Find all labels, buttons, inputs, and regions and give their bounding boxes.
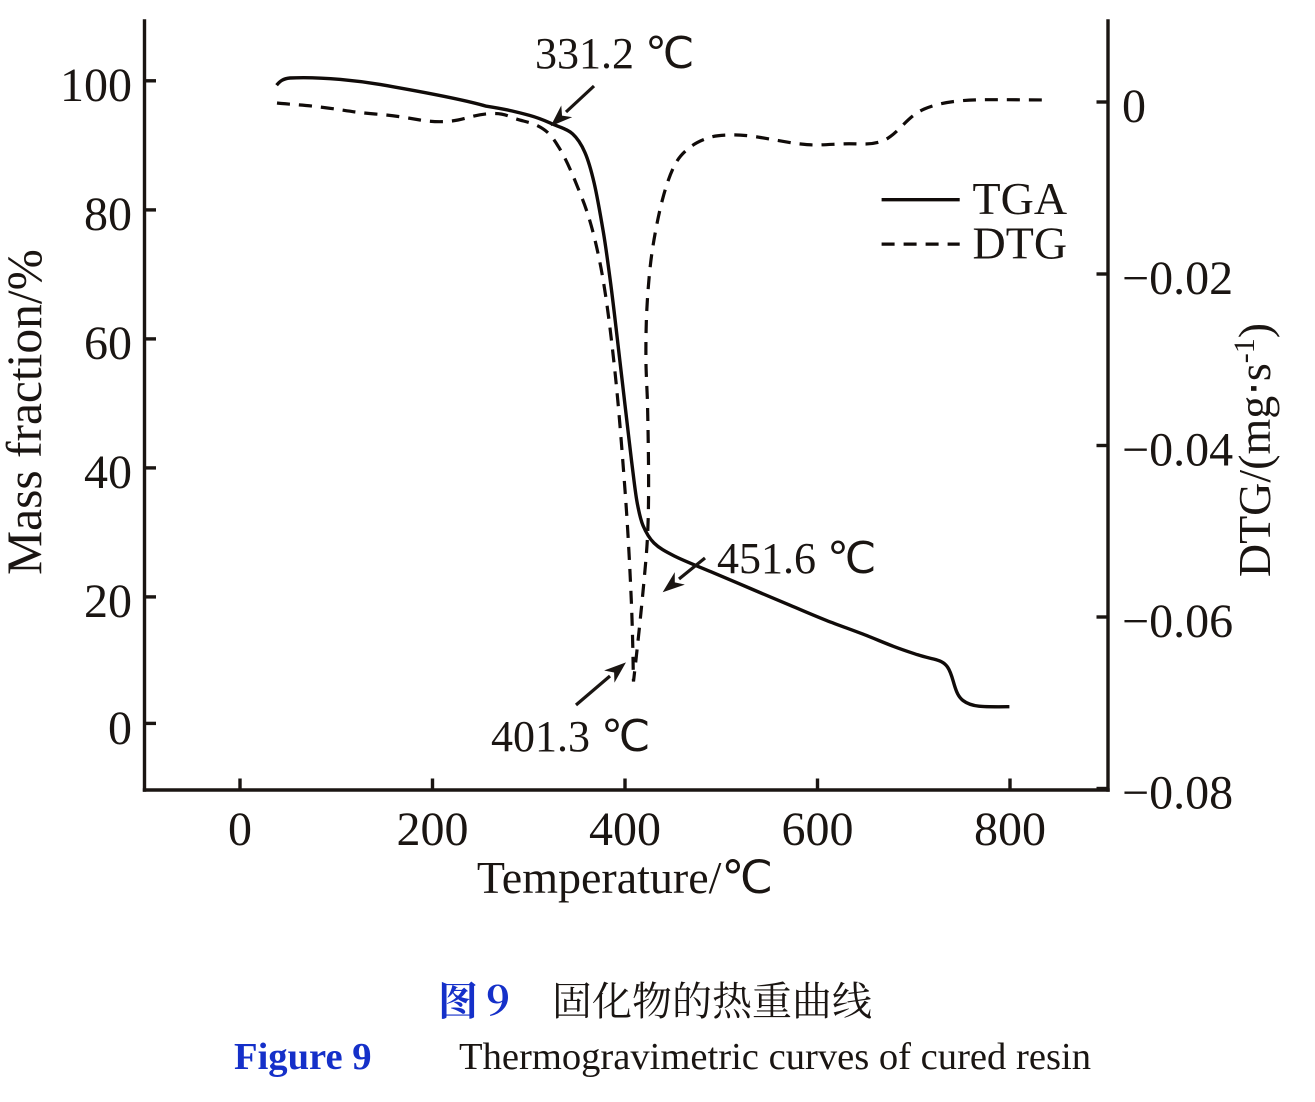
svg-text:固化物的热重曲线: 固化物的热重曲线 — [552, 970, 872, 1027]
svg-text:−0.02: −0.02 — [1122, 252, 1233, 305]
svg-text:80: 80 — [84, 188, 132, 241]
svg-text:401.3 ℃: 401.3 ℃ — [491, 712, 650, 761]
svg-text:−0.06: −0.06 — [1122, 595, 1233, 648]
svg-text:DTG: DTG — [973, 218, 1068, 269]
svg-text:60: 60 — [84, 317, 132, 370]
svg-text:20: 20 — [84, 575, 132, 628]
svg-text:0: 0 — [108, 702, 132, 755]
svg-text:200: 200 — [397, 803, 469, 856]
svg-text:Mass fraction/%: Mass fraction/% — [0, 249, 52, 575]
svg-text:图9: 图9 — [438, 970, 510, 1027]
svg-text:400: 400 — [589, 803, 661, 856]
svg-text:Figure 9: Figure 9 — [234, 1036, 372, 1078]
svg-text:451.6 ℃: 451.6 ℃ — [717, 534, 876, 583]
svg-text:0: 0 — [1122, 80, 1146, 133]
svg-text:40: 40 — [84, 446, 132, 499]
svg-text:TGA: TGA — [973, 173, 1068, 224]
svg-text:800: 800 — [974, 803, 1046, 856]
svg-text:Temperature/℃: Temperature/℃ — [477, 852, 773, 903]
svg-text:Thermogravimetric curves of cu: Thermogravimetric curves of cured resin — [459, 1036, 1091, 1078]
svg-text:0: 0 — [228, 803, 252, 856]
svg-text:−0.08: −0.08 — [1122, 767, 1233, 820]
svg-text:331.2 ℃: 331.2 ℃ — [535, 29, 694, 78]
svg-text:600: 600 — [782, 803, 854, 856]
svg-text:−0.04: −0.04 — [1122, 424, 1233, 477]
svg-text:100: 100 — [60, 59, 132, 112]
